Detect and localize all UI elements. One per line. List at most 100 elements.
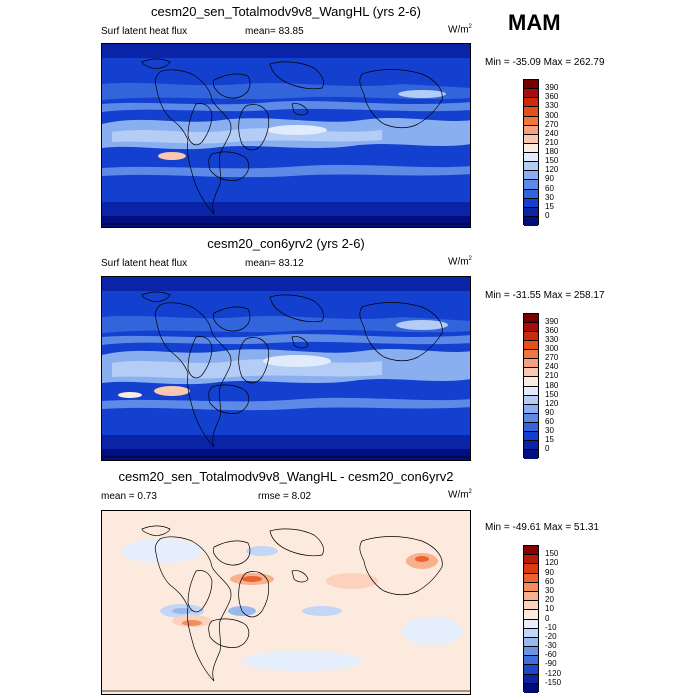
colorbar-swatch	[524, 404, 538, 414]
colorbar-tick-label: 270	[545, 119, 559, 129]
colorbar-tick-label: 90	[545, 407, 554, 417]
colorbar-swatch	[524, 341, 538, 351]
colorbar-swatch	[524, 207, 538, 217]
colorbar-tick-label: 30	[545, 192, 554, 202]
colorbar-swatch	[524, 413, 538, 423]
colorbar-swatch	[524, 386, 538, 396]
colorbar-tick-label: 330	[545, 335, 559, 345]
colorbar-swatch	[524, 116, 538, 126]
season-label: MAM	[508, 10, 561, 35]
colorbar-swatch	[524, 619, 538, 629]
colorbar-tick-label: 210	[545, 137, 559, 147]
colorbar-tick-label: -90	[545, 659, 557, 669]
panel-1-map	[101, 43, 471, 228]
colorbar-tick-label: 15	[545, 201, 554, 211]
colorbar-tick-label: 10	[545, 604, 554, 614]
colorbar-tick-label: 0	[545, 210, 550, 220]
colorbar-tick-label: 120	[545, 558, 559, 568]
colorbar-tick-label: 180	[545, 147, 559, 156]
colorbar-tick-label: 240	[545, 128, 559, 138]
colorbar-swatch	[524, 350, 538, 360]
colorbar-swatch	[524, 591, 538, 602]
colorbar-swatch	[524, 573, 538, 583]
panel-3-title: cesm20_sen_Totalmodv9v8_WangHL - cesm20_…	[118, 469, 454, 484]
colorbar-swatch	[524, 601, 538, 611]
panel-2-units: W/m2	[448, 256, 472, 268]
colorbar-tick-label: 120	[545, 165, 559, 175]
panel-1-colorbar	[523, 79, 539, 226]
colorbar-swatch	[524, 377, 538, 387]
colorbar-tick-label: 90	[545, 174, 554, 184]
panel-2-mean-label: mean= 83.12	[245, 258, 304, 269]
colorbar-tick-label: 270	[545, 353, 559, 363]
panel-1-minmax: Min = -35.09 Max = 262.79	[485, 57, 605, 68]
colorbar-tick-label: 210	[545, 371, 559, 381]
colorbar-swatch	[524, 216, 538, 226]
colorbar-tick-label: -10	[545, 622, 557, 632]
colorbar-swatch	[524, 171, 538, 181]
panel-3-colorbar	[523, 545, 539, 693]
colorbar-tick-label: 360	[545, 326, 559, 336]
colorbar-swatch	[524, 162, 538, 172]
colorbar-tick-label: 20	[545, 595, 554, 605]
colorbar-swatch	[524, 431, 538, 441]
colorbar-swatch	[524, 637, 538, 648]
panel-1-mean-label: mean= 83.85	[245, 26, 304, 37]
colorbar-tick-label: 150	[545, 156, 559, 166]
colorbar-tick-label: 360	[545, 92, 559, 102]
colorbar-tick-label: 30	[545, 585, 554, 595]
panel-2-colorbar	[523, 313, 539, 459]
colorbar-swatch	[524, 332, 538, 342]
colorbar-swatch	[524, 314, 538, 324]
colorbar-swatch	[524, 153, 538, 163]
colorbar-tick-label: 60	[545, 183, 554, 193]
colorbar-swatch	[524, 359, 538, 369]
colorbar-tick-label: 180	[545, 380, 559, 390]
colorbar-tick-label: 60	[545, 576, 554, 586]
panel-1-variable-label: Surf latent heat flux	[101, 26, 188, 37]
panel-3-mean-label: mean = 0.73	[101, 491, 157, 502]
panel-2-map	[101, 276, 471, 461]
colorbar-tick-label: 330	[545, 101, 559, 111]
colorbar-swatch	[524, 582, 538, 592]
colorbar-tick-label: 150	[545, 389, 559, 399]
colorbar-swatch	[524, 180, 538, 190]
colorbar-swatch	[524, 395, 538, 405]
colorbar-tick-label: 0	[545, 613, 550, 623]
colorbar-swatch	[524, 674, 538, 684]
panel-1-units: W/m2	[448, 24, 472, 36]
colorbar-tick-label: 390	[545, 317, 559, 327]
colorbar-tick-label: 240	[545, 362, 559, 372]
panel-3-rmse-label: rmse = 8.02	[258, 491, 312, 502]
panel-1-title: cesm20_sen_Totalmodv9v8_WangHL (yrs 2-6)	[151, 4, 421, 19]
colorbar-swatch	[524, 368, 538, 378]
colorbar-tick-label: 390	[545, 83, 559, 93]
colorbar-swatch	[524, 98, 538, 108]
colorbar-swatch	[524, 125, 538, 135]
colorbar-tick-label: 0	[545, 443, 550, 453]
panel-3-map	[101, 510, 471, 695]
colorbar-swatch	[524, 665, 538, 675]
colorbar-tick-label: 150	[545, 549, 559, 559]
colorbar-swatch	[524, 440, 538, 450]
colorbar-swatch	[524, 564, 538, 574]
colorbar-swatch	[524, 555, 538, 565]
panel-3-units: W/m2	[448, 489, 472, 501]
colorbar-swatch	[524, 143, 538, 153]
panel-2-variable-label: Surf latent heat flux	[101, 258, 188, 269]
colorbar-swatch	[524, 449, 538, 459]
colorbar-tick-label: 15	[545, 434, 554, 444]
colorbar-swatch	[524, 610, 538, 620]
colorbar-swatch	[524, 89, 538, 99]
colorbar-swatch	[524, 107, 538, 117]
colorbar-tick-label: 300	[545, 110, 559, 120]
panel-2-title: cesm20_con6yrv2 (yrs 2-6)	[207, 236, 365, 251]
colorbar-tick-label: -30	[545, 641, 557, 651]
colorbar-swatch	[524, 134, 538, 144]
colorbar-swatch	[524, 628, 538, 638]
colorbar-swatch	[524, 198, 538, 208]
colorbar-swatch	[524, 546, 538, 556]
colorbar-tick-label: 90	[545, 567, 554, 577]
colorbar-swatch	[524, 80, 538, 90]
colorbar-tick-label: -120	[545, 668, 562, 678]
